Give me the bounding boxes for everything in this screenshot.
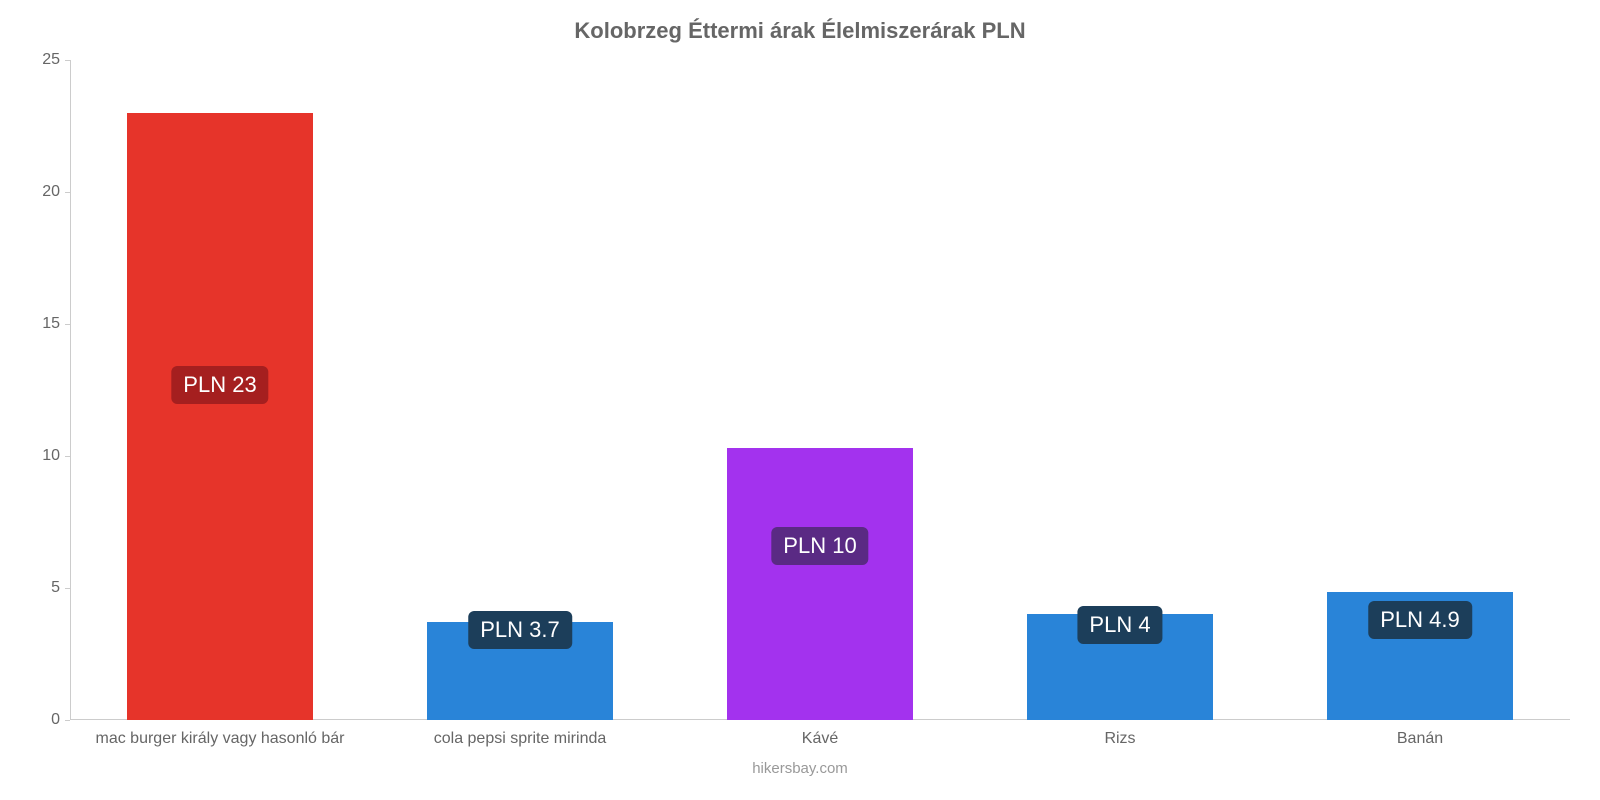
- y-tick-label: 20: [20, 183, 60, 201]
- value-badge: PLN 4: [1077, 606, 1162, 644]
- bar: [727, 448, 913, 720]
- x-category-label: mac burger király vagy hasonló bár: [95, 730, 344, 748]
- value-badge: PLN 23: [171, 366, 268, 404]
- y-tick-mark: [65, 192, 70, 193]
- y-tick-label: 25: [20, 51, 60, 69]
- value-badge: PLN 10: [771, 527, 868, 565]
- x-category-label: cola pepsi sprite mirinda: [434, 730, 607, 748]
- x-category-label: Rizs: [1104, 730, 1135, 748]
- value-badge: PLN 3.7: [468, 611, 572, 649]
- chart-credit: hikersbay.com: [0, 760, 1600, 777]
- y-tick-label: 5: [20, 579, 60, 597]
- chart-title: Kolobrzeg Éttermi árak Élelmiszerárak PL…: [0, 18, 1600, 44]
- y-tick-mark: [65, 324, 70, 325]
- y-tick-mark: [65, 720, 70, 721]
- y-tick-label: 10: [20, 447, 60, 465]
- plot-area: 0510152025mac burger király vagy hasonló…: [70, 60, 1570, 720]
- x-category-label: Kávé: [802, 730, 838, 748]
- bar: [127, 113, 313, 720]
- y-tick-label: 0: [20, 711, 60, 729]
- y-axis: [70, 60, 71, 720]
- y-tick-mark: [65, 588, 70, 589]
- y-tick-mark: [65, 456, 70, 457]
- y-tick-label: 15: [20, 315, 60, 333]
- x-category-label: Banán: [1397, 730, 1443, 748]
- y-tick-mark: [65, 60, 70, 61]
- price-bar-chart: Kolobrzeg Éttermi árak Élelmiszerárak PL…: [0, 0, 1600, 800]
- value-badge: PLN 4.9: [1368, 601, 1472, 639]
